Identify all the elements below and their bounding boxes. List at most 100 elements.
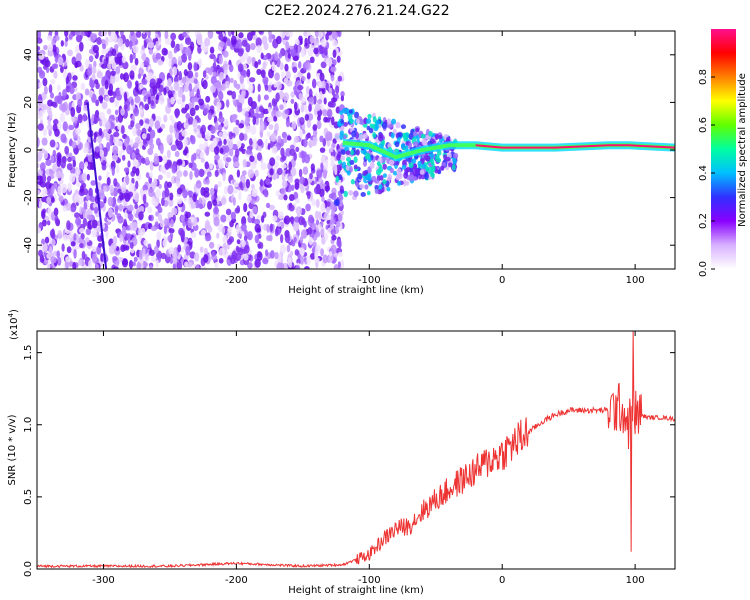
- heat-cell: [350, 179, 355, 185]
- heat-cell: [51, 197, 55, 204]
- heat-cell: [189, 107, 196, 117]
- heat-cell: [138, 205, 145, 213]
- heat-cell: [173, 81, 180, 91]
- heat-cell: [379, 174, 384, 181]
- heat-cell: [127, 80, 133, 89]
- heat-cell: [193, 78, 198, 85]
- heat-cell: [218, 32, 224, 41]
- heat-cell: [214, 261, 219, 268]
- heat-cell: [106, 108, 112, 115]
- heat-cell: [316, 183, 321, 192]
- heat-cell: [189, 41, 195, 52]
- heat-cell: [56, 96, 63, 105]
- heat-cell: [159, 144, 164, 155]
- heat-cell: [451, 164, 456, 171]
- heat-cell: [158, 206, 163, 214]
- heat-cell: [204, 161, 209, 170]
- heat-cell: [58, 195, 64, 203]
- heat-cell: [257, 59, 262, 65]
- heat-cell: [274, 161, 279, 168]
- heat-cell: [308, 103, 312, 113]
- heat-cell: [86, 214, 93, 220]
- heat-cell: [141, 133, 147, 140]
- heat-cell: [298, 92, 303, 101]
- heat-cell: [218, 41, 225, 48]
- heat-cell: [189, 170, 193, 181]
- snr-x-axis-label: Height of straight line (km): [288, 585, 424, 596]
- heat-cell: [62, 88, 67, 99]
- heat-cell: [233, 99, 237, 106]
- heat-cell: [278, 52, 283, 59]
- heat-cell: [218, 54, 223, 65]
- heat-cell: [80, 82, 86, 91]
- heat-cell: [286, 244, 291, 253]
- heat-cell: [54, 215, 59, 225]
- snr-line: [37, 331, 675, 569]
- heat-cell: [249, 77, 256, 83]
- heat-cell: [216, 104, 221, 114]
- heat-cell: [79, 242, 84, 249]
- heat-cell: [114, 56, 121, 64]
- heat-cell: [226, 243, 230, 250]
- heat-cell: [292, 221, 300, 232]
- heat-cell: [120, 107, 125, 116]
- heat-cell: [324, 185, 331, 192]
- heat-cell: [233, 160, 240, 168]
- heat-cell: [345, 165, 350, 171]
- heat-cell: [230, 35, 237, 45]
- heat-cell: [309, 56, 315, 64]
- heat-cell: [82, 217, 88, 227]
- heat-cell: [231, 143, 238, 151]
- heat-cell: [421, 163, 426, 169]
- heat-cell: [213, 154, 221, 161]
- heat-cell: [157, 59, 164, 66]
- heat-cell: [130, 98, 134, 106]
- heat-cell: [50, 154, 55, 164]
- heat-cell: [190, 216, 195, 223]
- heat-cell: [194, 84, 198, 93]
- heat-cell: [382, 179, 387, 185]
- heat-cell: [46, 175, 52, 182]
- heat-cell: [283, 215, 291, 225]
- heat-cell: [245, 178, 251, 189]
- heat-cell: [291, 184, 295, 192]
- heat-cell: [221, 130, 228, 141]
- heat-cell: [134, 203, 139, 210]
- heat-cell: [123, 104, 128, 111]
- heat-cell: [217, 124, 223, 132]
- heat-cell: [176, 159, 183, 166]
- snr-y-scale-label: (x104): [7, 309, 20, 340]
- heat-cell: [147, 243, 152, 249]
- heat-cell: [46, 124, 53, 131]
- heat-cell: [60, 66, 64, 73]
- heat-cell: [151, 196, 156, 206]
- heat-cell: [46, 35, 53, 42]
- heat-cell: [141, 78, 148, 85]
- heat-cell: [231, 113, 238, 120]
- heat-cell: [249, 155, 255, 163]
- heat-cell: [301, 229, 308, 239]
- heat-cell: [91, 73, 96, 81]
- heat-cell: [169, 115, 174, 121]
- heat-cell: [135, 122, 141, 130]
- heat-cell: [169, 192, 174, 201]
- heat-cell: [42, 77, 48, 87]
- heat-cell: [79, 185, 84, 193]
- heat-cell: [257, 138, 263, 146]
- x-tick-label-2: -100: [358, 575, 381, 586]
- x-tick-label-3: 0: [499, 275, 505, 286]
- heat-cell: [392, 170, 398, 176]
- heat-cell: [250, 199, 256, 205]
- heat-cell: [316, 169, 323, 179]
- heat-cell: [125, 38, 130, 48]
- heat-cell: [119, 191, 124, 201]
- heat-cell: [113, 266, 119, 269]
- heat-artifact-line: [86, 102, 108, 269]
- heat-cell: [45, 159, 52, 166]
- heat-cell: [99, 96, 104, 104]
- heat-cell: [143, 123, 150, 130]
- heat-cell: [213, 146, 220, 155]
- heat-cell: [254, 234, 260, 244]
- heat-cell: [205, 95, 211, 103]
- heat-cell: [155, 81, 161, 89]
